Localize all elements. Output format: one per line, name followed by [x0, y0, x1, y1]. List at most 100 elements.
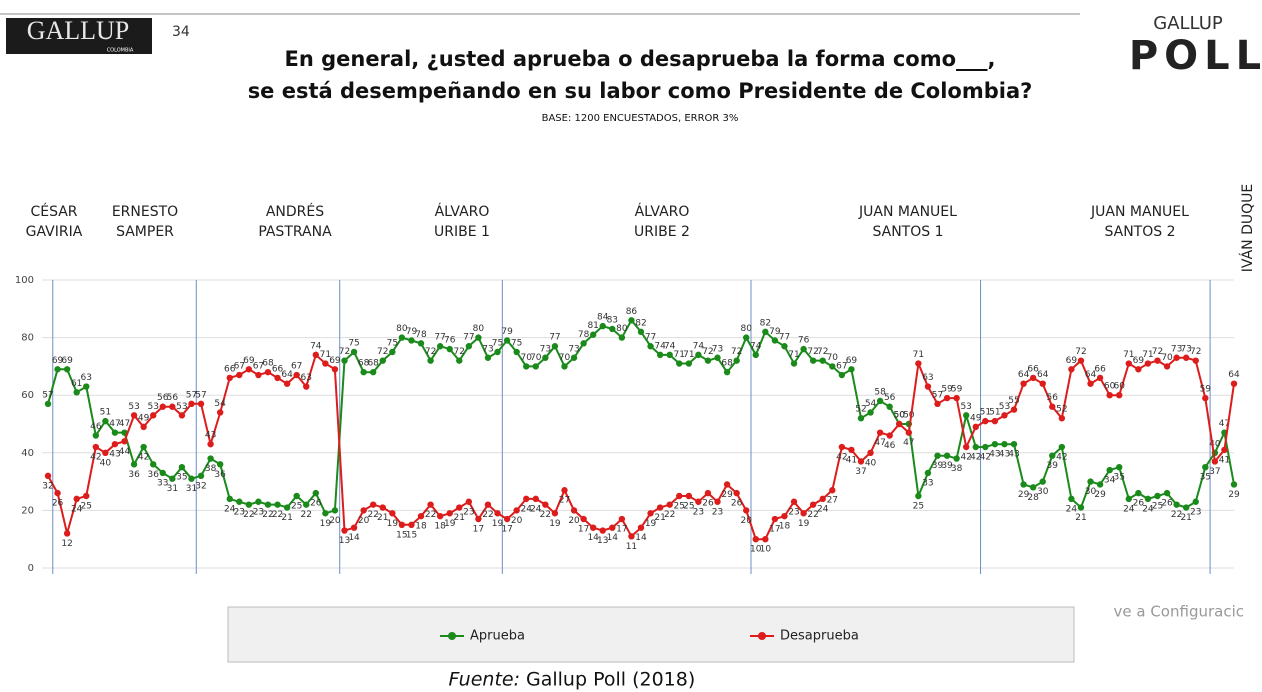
data-label: 19	[387, 519, 399, 529]
data-label: 55	[1008, 396, 1019, 406]
data-label: 24	[224, 504, 236, 514]
series-point	[140, 443, 147, 451]
data-label: 80	[396, 324, 408, 334]
period-label: SANTOS 1	[872, 224, 943, 240]
data-label: 22	[301, 510, 312, 520]
series-point	[848, 366, 855, 373]
series-point	[618, 515, 626, 523]
series-point	[1039, 380, 1046, 387]
series-point	[1202, 464, 1209, 471]
series-point	[943, 452, 951, 459]
data-label: 69	[52, 356, 64, 366]
data-label: 72	[817, 347, 828, 357]
series-point	[436, 512, 444, 520]
series-point	[178, 464, 186, 471]
series-point	[656, 351, 664, 359]
series-point	[934, 452, 941, 459]
series-point	[886, 403, 893, 410]
series-point	[580, 515, 587, 523]
data-label: 77	[434, 333, 445, 343]
series-point	[226, 374, 233, 382]
data-label: 10	[760, 545, 772, 555]
data-label: 20	[740, 516, 752, 526]
data-label: 69	[329, 356, 341, 366]
series-point	[637, 328, 645, 336]
data-label: 25	[674, 502, 685, 512]
series-point	[1058, 415, 1066, 422]
series-point	[331, 366, 339, 373]
data-label: 53	[176, 402, 187, 412]
data-label: 58	[874, 387, 886, 397]
series-point	[743, 507, 750, 514]
series-point	[1154, 492, 1161, 500]
data-label: 47	[119, 419, 130, 429]
data-label: 28	[1027, 493, 1039, 503]
series-point	[63, 530, 71, 537]
series-point	[523, 495, 530, 503]
data-label: 22	[482, 510, 493, 520]
data-label: 40	[1209, 439, 1221, 449]
data-label: 22	[807, 510, 818, 520]
legend-box	[227, 606, 1075, 663]
series-point	[1096, 481, 1104, 488]
page-number: 34	[172, 24, 190, 40]
series-point	[130, 461, 138, 468]
series-point	[303, 383, 310, 390]
series-point	[628, 533, 635, 540]
data-label: 67	[234, 362, 245, 372]
series-point	[857, 415, 865, 422]
data-label: 74	[693, 341, 705, 351]
series-point	[1020, 380, 1027, 387]
series-point	[121, 438, 128, 445]
series-point	[1029, 374, 1037, 382]
data-label: 42	[90, 453, 101, 463]
data-label: 20	[358, 516, 370, 526]
data-label: 64	[1085, 370, 1097, 380]
data-label: 24	[817, 504, 829, 514]
series-point	[1049, 403, 1056, 410]
data-label: 22	[540, 510, 551, 520]
data-label: 19	[444, 519, 456, 529]
y-tick-label: 80	[21, 333, 34, 344]
data-label: 40	[865, 458, 877, 468]
y-tick-label: 60	[21, 390, 34, 401]
series-point	[714, 498, 721, 505]
series-point	[1001, 412, 1008, 419]
data-label: 67	[836, 362, 847, 372]
series-point	[809, 501, 817, 508]
series-point	[255, 498, 262, 505]
series-point	[207, 455, 214, 462]
period-label: URIBE 1	[434, 224, 490, 240]
series-point	[905, 429, 913, 436]
series-point	[102, 449, 109, 456]
series-point	[1029, 484, 1037, 491]
series-point	[54, 366, 61, 373]
data-label: 23	[712, 507, 723, 517]
data-label: 32	[42, 481, 53, 491]
data-label: 23	[693, 507, 704, 517]
data-label: 64	[1018, 370, 1030, 380]
series-point	[456, 504, 463, 511]
data-label: 72	[377, 347, 388, 357]
data-label: 22	[1171, 510, 1182, 520]
series-point	[150, 412, 157, 419]
data-label: 14	[587, 533, 599, 543]
data-label: 80	[473, 324, 485, 334]
series-point	[1154, 357, 1161, 364]
series-point	[274, 374, 281, 382]
data-label: 14	[348, 533, 360, 543]
series-point	[360, 507, 367, 514]
series-point	[551, 343, 559, 350]
data-label: 26	[1133, 499, 1145, 509]
data-label: 77	[463, 333, 474, 343]
series-point	[589, 524, 597, 531]
data-label: 30	[1085, 487, 1097, 497]
data-label: 57	[195, 390, 206, 400]
series-point	[867, 449, 874, 456]
data-label: 69	[61, 356, 73, 366]
data-label: 66	[1094, 364, 1106, 374]
series-point	[92, 432, 100, 439]
data-label: 24	[530, 504, 542, 514]
title: se está desempeñando en su labor como Pr…	[248, 79, 1033, 103]
data-label: 79	[501, 327, 513, 337]
